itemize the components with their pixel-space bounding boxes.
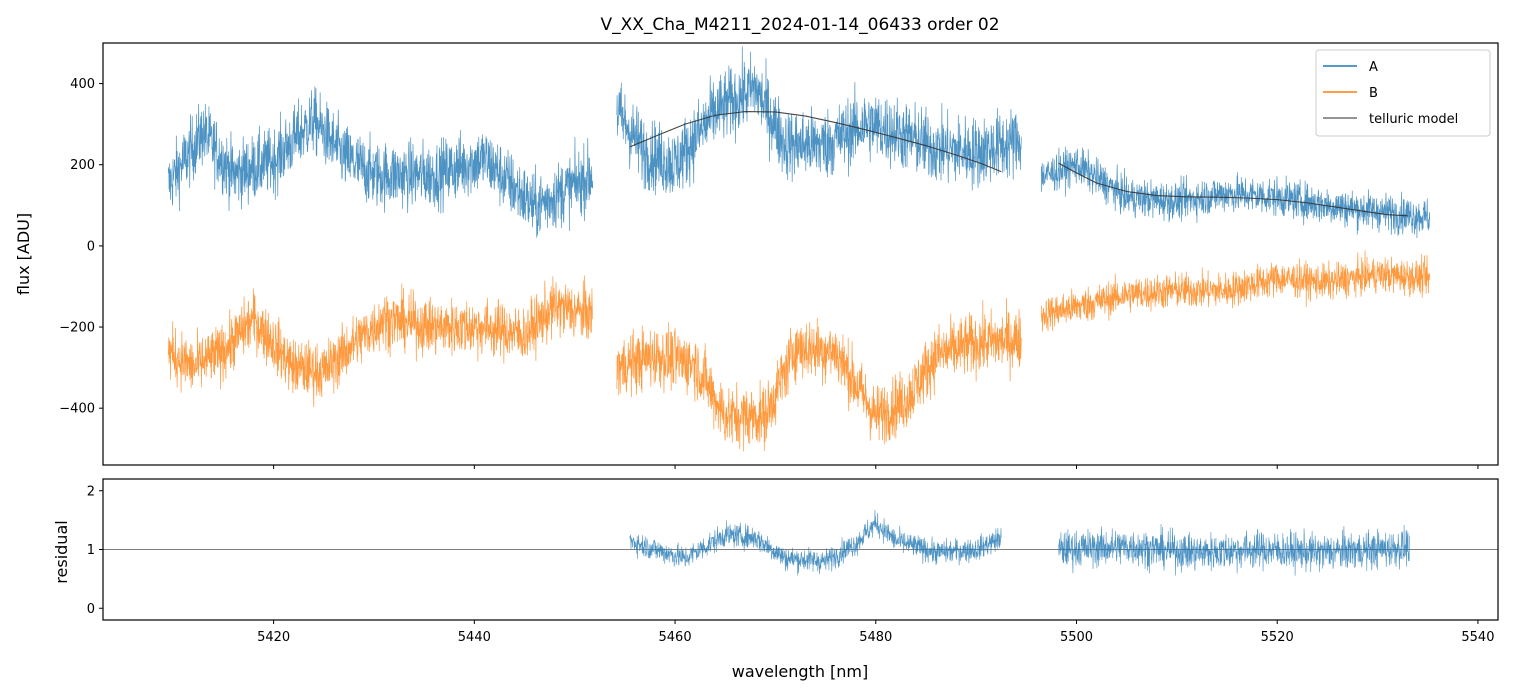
bottom-plot-area <box>103 509 1498 576</box>
top-axes-frame <box>102 42 1499 466</box>
legend-label-b: B <box>1369 86 1378 101</box>
x-tick-label: 5460 <box>659 630 692 645</box>
legend-frame <box>1315 49 1491 137</box>
y-tick-label: 200 <box>70 158 95 173</box>
y-tick-label: 400 <box>70 77 95 92</box>
legend-label-telluric: telluric model <box>1369 112 1458 127</box>
y-tick-label: 0 <box>87 602 95 617</box>
series-a-segment-2 <box>616 46 1022 196</box>
top-axes-ticks: 400 200 0 −200 −400 <box>59 77 1479 469</box>
series-a-residual-segment-2 <box>1058 524 1410 576</box>
y-tick-label: 0 <box>87 239 95 254</box>
bottom-axes-ticks: 2 1 0 5420 5440 5460 5480 5500 5520 5540 <box>87 484 1495 645</box>
x-axis-label: wavelength [nm] <box>732 662 869 681</box>
x-tick-label: 5420 <box>257 630 290 645</box>
series-a-segment-3 <box>1041 146 1431 238</box>
x-tick-label: 5520 <box>1261 630 1294 645</box>
top-plot-area <box>167 46 1431 452</box>
y-tick-label: −400 <box>59 402 95 417</box>
series-b-segment-2 <box>616 297 1022 452</box>
bottom-y-axis-label: residual <box>52 520 71 583</box>
legend: A B telluric model <box>1315 49 1491 137</box>
y-tick-label: 1 <box>87 543 95 558</box>
top-y-axis-label: flux [ADU] <box>14 213 33 295</box>
series-a-residual-segment-1 <box>629 509 1002 576</box>
x-tick-label: 5440 <box>458 630 491 645</box>
chart-title: V_XX_Cha_M4211_2024-01-14_06433 order 02 <box>600 15 999 35</box>
x-tick-label: 5500 <box>1060 630 1093 645</box>
series-b-segment-3 <box>1041 250 1431 332</box>
y-tick-label: 2 <box>87 484 95 499</box>
series-b-segment-1 <box>167 275 594 407</box>
x-tick-label: 5540 <box>1461 630 1494 645</box>
series-a-segment-1 <box>167 86 594 238</box>
x-tick-label: 5480 <box>859 630 892 645</box>
series-telluric-model <box>629 111 1408 217</box>
legend-label-a: A <box>1369 60 1378 75</box>
y-tick-label: −200 <box>59 321 95 336</box>
